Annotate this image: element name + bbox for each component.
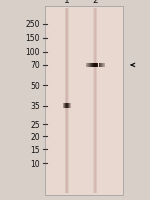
Bar	[98, 64, 99, 68]
Bar	[88, 64, 89, 68]
Bar	[92, 64, 93, 68]
Bar	[94, 64, 95, 68]
Bar	[85, 64, 86, 68]
Bar	[87, 64, 88, 68]
Text: 2: 2	[92, 0, 98, 5]
Text: 100: 100	[25, 48, 40, 57]
Text: 150: 150	[25, 34, 40, 43]
Bar	[96, 64, 97, 68]
Bar	[100, 64, 101, 68]
Text: 25: 25	[30, 120, 40, 129]
Text: 20: 20	[30, 132, 40, 141]
Text: 10: 10	[30, 159, 40, 168]
Text: 70: 70	[30, 61, 40, 70]
Text: 15: 15	[30, 145, 40, 154]
Bar	[93, 64, 94, 68]
Text: 250: 250	[25, 20, 40, 29]
Bar	[103, 64, 104, 68]
Bar	[95, 64, 96, 68]
Bar	[99, 64, 100, 68]
Bar	[104, 64, 105, 68]
Bar	[103, 64, 104, 68]
Bar	[101, 64, 102, 68]
Bar	[102, 64, 103, 68]
Bar	[45, 7, 123, 195]
Bar	[89, 64, 90, 68]
Bar	[100, 64, 101, 68]
Bar	[91, 64, 92, 68]
Bar	[90, 64, 91, 68]
Text: 50: 50	[30, 81, 40, 90]
Text: 1: 1	[64, 0, 70, 5]
Text: 35: 35	[30, 102, 40, 110]
Bar	[97, 64, 98, 68]
